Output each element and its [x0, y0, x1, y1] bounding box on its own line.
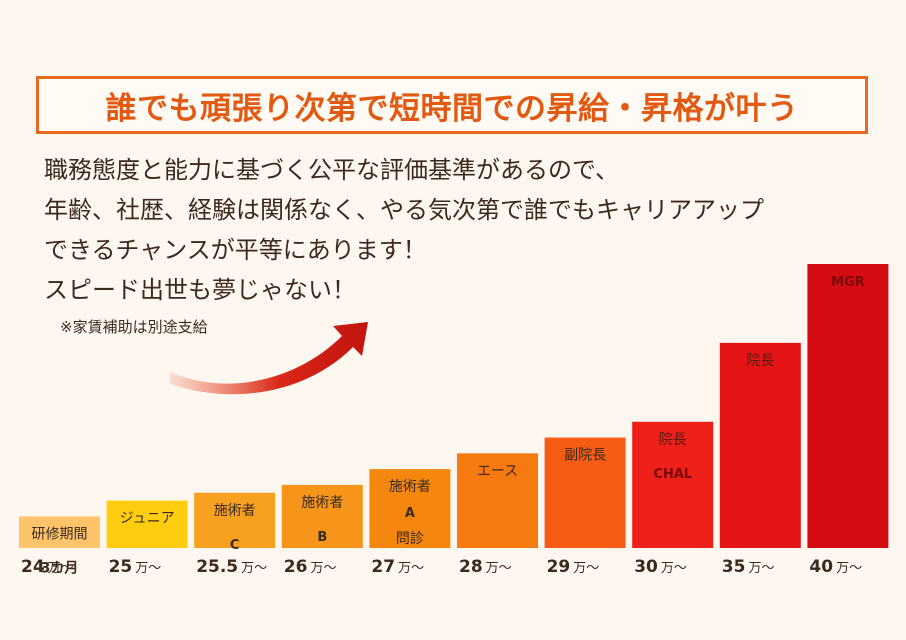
bar-label-4-2: B: [317, 530, 327, 545]
bar-1: [19, 516, 100, 548]
rent-subsidy-note: ※家賃補助は別途支給: [60, 318, 208, 336]
body-line-1: 職務態度と能力に基づく公平な評価基準があるので、: [44, 156, 620, 184]
body-line-2: 年齢、社歴、経験は関係なく、やる気次第で誰でもキャリアアップ: [44, 196, 764, 224]
bar-label-7-1: 副院長: [564, 448, 606, 464]
bar-5: [369, 469, 451, 548]
bar-4: [281, 484, 363, 548]
bar-3: [194, 492, 276, 548]
value-label-4: 26 万〜: [284, 557, 337, 577]
bar-label-5-2: A: [405, 506, 415, 521]
bar-9: [719, 342, 801, 548]
bar-label-8-1: 院長: [659, 432, 687, 448]
value-label-2: 25 万〜: [109, 557, 162, 577]
growth-arrow-icon: [170, 322, 368, 395]
value-label-1: 24 万〜: [21, 557, 74, 577]
body-line-4: スピード出世も夢じゃない！: [44, 276, 356, 304]
bar-6: [457, 453, 538, 548]
value-label-6: 28 万〜: [459, 557, 512, 577]
value-label-7: 29 万〜: [547, 557, 600, 577]
bar-7: [544, 437, 626, 548]
bar-label-4-1: 施術者: [301, 495, 343, 511]
headline-box: 誰でも頑張り次第で短時間での昇給・昇格が叶う: [36, 76, 868, 134]
bar-8: [632, 421, 714, 548]
bar-label-6-1: エース: [477, 463, 518, 479]
value-label-10: 40 万〜: [809, 557, 862, 577]
bar-label-2-1: ジュニア: [120, 511, 175, 527]
value-label-9: 35 万〜: [722, 557, 775, 577]
bar-10: [807, 264, 889, 548]
body-line-3: できるチャンスが平等にあります！: [44, 236, 427, 264]
bar-label-1-1: 研修期間: [32, 526, 88, 542]
bar-label-5-3: 問診: [396, 531, 424, 547]
value-label-3: 25.5 万〜: [196, 557, 267, 577]
body-text: 職務態度と能力に基づく公平な評価基準があるので、 年齢、社歴、経験は関係なく、や…: [44, 150, 764, 310]
bar-label-8-2: CHAL: [653, 467, 692, 482]
bar-2: [106, 500, 188, 548]
value-label-8: 30 万〜: [634, 557, 687, 577]
bar-label-3-2: C: [230, 538, 240, 553]
value-label-5: 27 万〜: [371, 557, 424, 577]
headline-text: 誰でも頑張り次第で短時間での昇給・昇格が叶う: [105, 90, 799, 127]
bar-label-5-1: 施術者: [389, 479, 431, 495]
bar-label-3-1: 施術者: [214, 503, 256, 519]
bar-label-10-1: MGR: [831, 275, 865, 290]
bar-label-9-1: 院長: [746, 353, 774, 369]
bar-label-1-2: 3カ月: [41, 560, 79, 576]
